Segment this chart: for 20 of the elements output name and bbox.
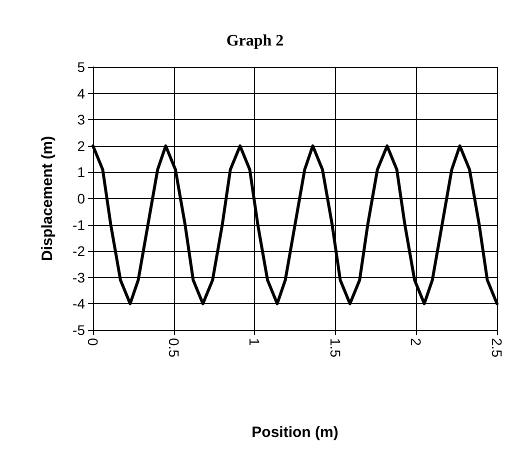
y-tick-label: -1 <box>72 216 86 233</box>
x-tick-label: 2.5 <box>489 338 505 358</box>
y-tick-label: 4 <box>77 85 86 102</box>
x-tick-label: 0.5 <box>166 338 182 358</box>
y-tick-label: 0 <box>77 190 86 206</box>
x-axis-title: Position (m) <box>252 424 338 441</box>
y-tick-label: -4 <box>72 296 86 312</box>
x-tick-label: 1.5 <box>327 338 344 358</box>
x-tick-label: 2 <box>408 338 424 346</box>
x-tick-label: 1 <box>246 338 263 346</box>
y-tick-label: 5 <box>77 59 86 75</box>
y-tick-label: -2 <box>72 243 86 260</box>
y-tick-label: 3 <box>77 112 86 128</box>
y-tick-label: 2 <box>77 138 86 154</box>
y-axis-title: Displacement (m) <box>39 136 56 262</box>
y-tick-label: 1 <box>77 164 86 180</box>
y-tick-label: -3 <box>72 269 86 286</box>
chart-title: Graph 2 <box>226 32 284 50</box>
y-tick-label: -5 <box>72 322 86 338</box>
x-tick-label: 0 <box>85 338 101 346</box>
